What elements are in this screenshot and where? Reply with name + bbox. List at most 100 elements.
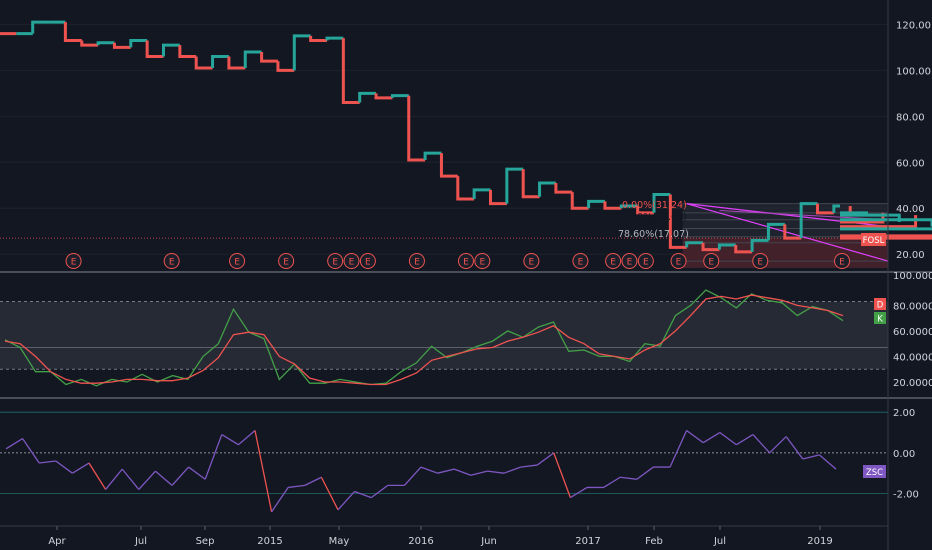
earnings-label-4: E — [332, 258, 338, 268]
price-step-47 — [766, 222, 785, 241]
earnings-circle-1 — [163, 253, 180, 269]
earnings-circle-3 — [278, 253, 295, 269]
earnings-marker-5[interactable]: E — [343, 253, 360, 269]
zscore-seg-14 — [221, 433, 239, 446]
zscore-tick-2: -2.00 — [893, 490, 919, 501]
earnings-label-13: E — [627, 258, 633, 268]
zscore-seg-42 — [686, 429, 704, 444]
price-step-29 — [472, 188, 491, 200]
time-label-8: Feb — [645, 536, 663, 547]
price-step-24 — [390, 94, 409, 98]
zscore-seg-8 — [121, 468, 140, 490]
price-step-20 — [325, 36, 344, 41]
zscore-seg-20 — [320, 476, 339, 511]
earnings-marker-11[interactable]: E — [572, 253, 589, 269]
last-value-tags: FOSL D K ZSC — [861, 233, 886, 478]
earnings-marker-12[interactable]: E — [605, 253, 622, 269]
zscore-seg-22 — [354, 490, 372, 499]
price-step-7 — [112, 42, 131, 49]
earnings-marker-15[interactable]: E — [670, 253, 687, 269]
stoch-tick-1: 60.0000 — [893, 327, 932, 338]
price-step-9 — [145, 40, 164, 59]
zscore-seg-1 — [5, 438, 23, 450]
earnings-marker-8[interactable]: E — [457, 253, 474, 269]
price-step-36 — [587, 199, 605, 209]
k-tag: K — [877, 315, 883, 325]
earnings-marker-16[interactable]: E — [703, 253, 720, 269]
earnings-marker-9[interactable]: E — [474, 253, 491, 269]
price-scale[interactable]: 120.00 100.00 80.00 60.00 40.00 20.00 80.0000 6… — [893, 20, 932, 500]
time-label-4: May — [329, 536, 350, 547]
earnings-circle-6 — [359, 253, 376, 269]
time-label-6: Jun — [480, 536, 497, 547]
stochastic-series — [4, 289, 844, 387]
zscore-seg-26 — [420, 466, 438, 474]
fosl-tag: FOSL — [863, 236, 885, 246]
earnings-marker-10[interactable]: E — [523, 253, 540, 269]
zscore-seg-30 — [487, 470, 505, 474]
earnings-marker-13[interactable]: E — [621, 253, 638, 269]
earnings-marker-18[interactable]: E — [834, 253, 851, 269]
time-label-1: Jul — [134, 536, 147, 547]
zscore-seg-33 — [536, 452, 555, 466]
d-tag: D — [877, 301, 884, 311]
d-tag-bg — [874, 298, 886, 310]
zscore-seg-17 — [271, 487, 289, 513]
price-step-43 — [701, 242, 720, 252]
fib-label-2: 78.60%(17.07) — [618, 229, 689, 240]
zscore-seg-50 — [818, 454, 837, 470]
earnings-marker-4[interactable]: E — [327, 253, 344, 269]
time-scale[interactable]: Apr Jul Sep 2015 May 2016 Jun 2017 Feb Jul 2019 — [48, 526, 833, 547]
price-step-30 — [489, 189, 507, 206]
stoch-tick-0: 80.0000 — [893, 301, 932, 312]
earnings-marker-1[interactable]: E — [163, 253, 180, 269]
price-tick-5: 20.00 — [896, 250, 925, 261]
earnings-marker-6[interactable]: E — [359, 253, 376, 269]
zscore-seg-38 — [620, 476, 637, 480]
earnings-marker-3[interactable]: E — [278, 253, 295, 269]
zscore-tick-1: 0.00 — [893, 449, 915, 460]
zscore-seg-41 — [669, 430, 688, 468]
price-step-48 — [783, 224, 802, 240]
earnings-label-12: E — [610, 258, 616, 268]
price-step-17 — [276, 61, 295, 72]
earnings-marker-14[interactable]: E — [637, 253, 654, 269]
earnings-marker-2[interactable]: E — [229, 253, 246, 269]
earnings-circle-12 — [605, 253, 622, 269]
earnings-marker-0[interactable]: E — [65, 253, 82, 269]
zscore-seg-11 — [171, 466, 190, 486]
earnings-marker-17[interactable]: E — [752, 253, 769, 269]
price-step-27 — [439, 153, 458, 178]
earnings-marker-7[interactable]: E — [408, 253, 425, 269]
price-tick-0: 120.00 — [896, 20, 931, 31]
earnings-label-11: E — [578, 258, 584, 268]
zscore-seg-37 — [603, 476, 621, 488]
earnings-circle-9 — [474, 253, 491, 269]
earnings-circle-18 — [834, 253, 851, 269]
price-step-34 — [554, 182, 573, 194]
stochastic-panel[interactable] — [0, 289, 888, 387]
time-label-3: 2015 — [257, 536, 282, 547]
zscore-seg-15 — [237, 429, 256, 446]
time-label-0: Apr — [48, 536, 66, 547]
zscore-panel[interactable] — [0, 411, 888, 513]
price-tick-1: 100.00 — [896, 66, 931, 77]
price-tick-4: 40.00 — [896, 204, 925, 215]
zscore-seg-48 — [785, 436, 804, 460]
price-step-45 — [734, 245, 753, 254]
zsc-tag-bg — [863, 465, 886, 478]
price-step-46 — [750, 238, 769, 252]
time-label-5: 2016 — [408, 536, 433, 547]
zscore-seg-45 — [736, 433, 754, 446]
fib-label-0: 0.00%(31.24) — [622, 200, 687, 211]
price-step-25 — [407, 95, 426, 162]
earnings-label-7: E — [414, 258, 420, 268]
stoch-line-k — [4, 289, 844, 387]
price-step-5 — [80, 40, 99, 47]
price-step-35 — [570, 192, 589, 210]
earnings-circle-14 — [637, 253, 654, 269]
